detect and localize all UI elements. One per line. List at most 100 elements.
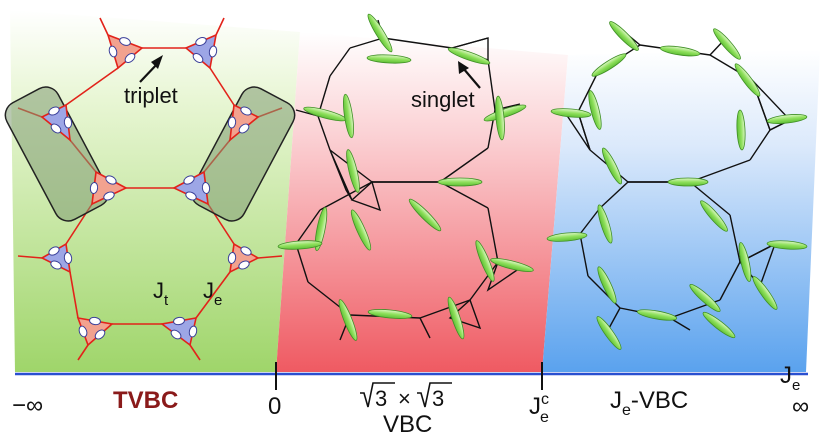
spin-site (48, 106, 60, 116)
spin-site (240, 246, 252, 256)
vbc-lattice (277, 13, 534, 341)
singlet-dimer (350, 209, 372, 251)
spin-site (192, 53, 204, 63)
spin-site (240, 106, 252, 116)
lattice-bond (599, 181, 629, 209)
singlet-dimer (702, 311, 736, 339)
spin-site (170, 329, 182, 340)
tvbc-lattice (4, 17, 296, 361)
spin-site (195, 37, 207, 46)
spin-site (183, 175, 195, 185)
jt-label: Jt (153, 278, 169, 309)
spin-site (208, 45, 218, 58)
spin-site (238, 123, 250, 134)
vbc-phase-label: 3 × 3 VBC (360, 382, 452, 438)
lattice-bond (689, 181, 731, 216)
vbc-triangle (448, 298, 482, 330)
je-axis-label: Je (780, 362, 800, 394)
spin-site (227, 252, 237, 264)
spin-site (119, 37, 131, 46)
singlet-dimer (667, 177, 709, 187)
singlet-dimer (736, 109, 746, 151)
singlet-dimer (766, 240, 808, 250)
lattice-bond (317, 115, 331, 151)
je-critical-label: Jc e (529, 391, 549, 426)
lattice-bond (439, 147, 489, 183)
lattice-bond (487, 207, 499, 263)
lattice-bond (689, 159, 751, 183)
je-bond (17, 255, 43, 259)
lattice-bond (419, 317, 431, 339)
triplet-label: triplet (124, 83, 178, 108)
lattice-bond (439, 181, 489, 209)
spin-site (94, 329, 106, 340)
svg-text:VBC: VBC (383, 411, 432, 438)
lattice-bond (469, 261, 499, 301)
je-bond (77, 344, 89, 361)
singlet-dimer (314, 207, 328, 251)
je-bond (215, 17, 225, 36)
lattice-bond (579, 207, 601, 235)
singlet-dimer (550, 108, 592, 118)
singlet-dimer (689, 283, 721, 313)
singlet-dimer (437, 177, 483, 187)
singlet-dimer (766, 114, 808, 124)
singlet-dimer (367, 309, 413, 319)
singlet-label: singlet (411, 87, 475, 112)
lattice-bond (719, 261, 741, 301)
singlet-dimer (738, 242, 752, 282)
lattice-bond (295, 209, 321, 245)
spin-site (188, 325, 198, 338)
spin-site (108, 45, 118, 58)
lattice-bond (577, 71, 599, 113)
singlet-dimer (483, 104, 527, 122)
spin-site (103, 191, 115, 201)
singlet-dimer (596, 316, 622, 350)
zero-label: 0 (268, 393, 281, 420)
singlet-dimer (609, 21, 639, 51)
spin-site (50, 123, 62, 134)
singlet-dimer (346, 149, 360, 193)
je-bond (65, 67, 119, 106)
triplet-plaquette-right (190, 86, 296, 222)
singlet-dimer (338, 299, 358, 341)
je-vbc-panel (542, 50, 820, 372)
svg-text:3: 3 (375, 386, 387, 411)
singlet-dimer (343, 93, 354, 139)
lattice-bond (729, 214, 741, 263)
tvbc-phase-label: TVBC (113, 387, 178, 414)
lattice-bond (419, 299, 471, 319)
je-bond (99, 17, 109, 36)
singlet-dimer (408, 198, 442, 232)
singlet-dimer (734, 63, 761, 97)
spin-site (173, 316, 185, 326)
spin-site (89, 182, 99, 194)
singlet-dimer (700, 200, 728, 232)
spin-site (63, 252, 73, 264)
phase-axis (15, 362, 808, 390)
vbc-triangle (329, 149, 353, 201)
je-label: Je (203, 278, 222, 309)
spin-site (227, 116, 237, 129)
spin-site (50, 260, 62, 270)
vbc-triangle (350, 180, 382, 212)
singlet-dimer (597, 204, 613, 244)
tvbc-panel (10, 10, 300, 372)
singlet-dimer (447, 296, 465, 340)
spin-site (78, 325, 88, 338)
je-bond (69, 271, 79, 319)
lattice-bond (749, 129, 771, 161)
lattice-bond (579, 233, 589, 277)
je-vbc-phase-label: Je-VBC (610, 387, 688, 419)
svg-text:3: 3 (432, 386, 444, 411)
spin-site (124, 53, 136, 63)
singlet-dimer (713, 28, 741, 60)
spin-site (63, 116, 73, 129)
singlet-dimer (447, 47, 491, 65)
singlet-dimer (752, 276, 778, 310)
singlet-dimer (367, 13, 393, 53)
je-bond (195, 271, 231, 319)
singlet-dimer (475, 240, 495, 282)
je-bond (209, 67, 235, 106)
